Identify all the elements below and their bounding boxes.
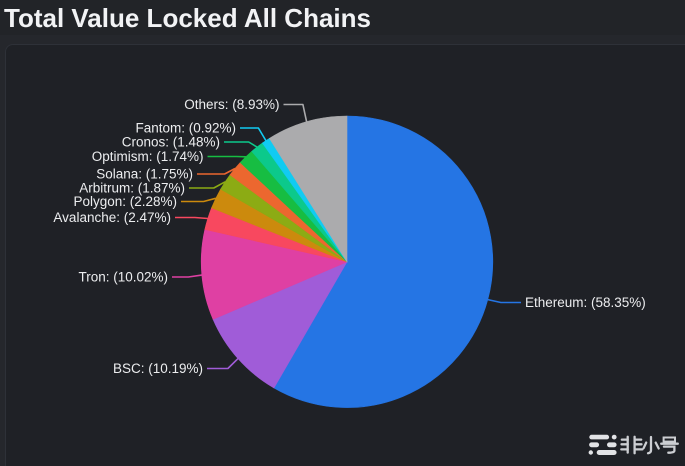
svg-text:Polygon: (2.28%): Polygon: (2.28%): [73, 194, 177, 209]
svg-text:Avalanche: (2.47%): Avalanche: (2.47%): [53, 210, 171, 225]
svg-text:Solana: (1.75%): Solana: (1.75%): [96, 167, 193, 182]
svg-text:Fantom: (0.92%): Fantom: (0.92%): [135, 121, 236, 136]
svg-text:Cronos: (1.48%): Cronos: (1.48%): [122, 135, 220, 150]
svg-text:Tron: (10.02%): Tron: (10.02%): [78, 270, 168, 285]
svg-text:BSC: (10.19%): BSC: (10.19%): [113, 361, 203, 376]
svg-text:Others: (8.93%): Others: (8.93%): [184, 97, 279, 112]
svg-text:Optimism: (1.74%): Optimism: (1.74%): [92, 149, 204, 164]
svg-text:Arbitrum: (1.87%): Arbitrum: (1.87%): [79, 181, 185, 196]
svg-text:Ethereum: (58.35%): Ethereum: (58.35%): [525, 295, 646, 310]
